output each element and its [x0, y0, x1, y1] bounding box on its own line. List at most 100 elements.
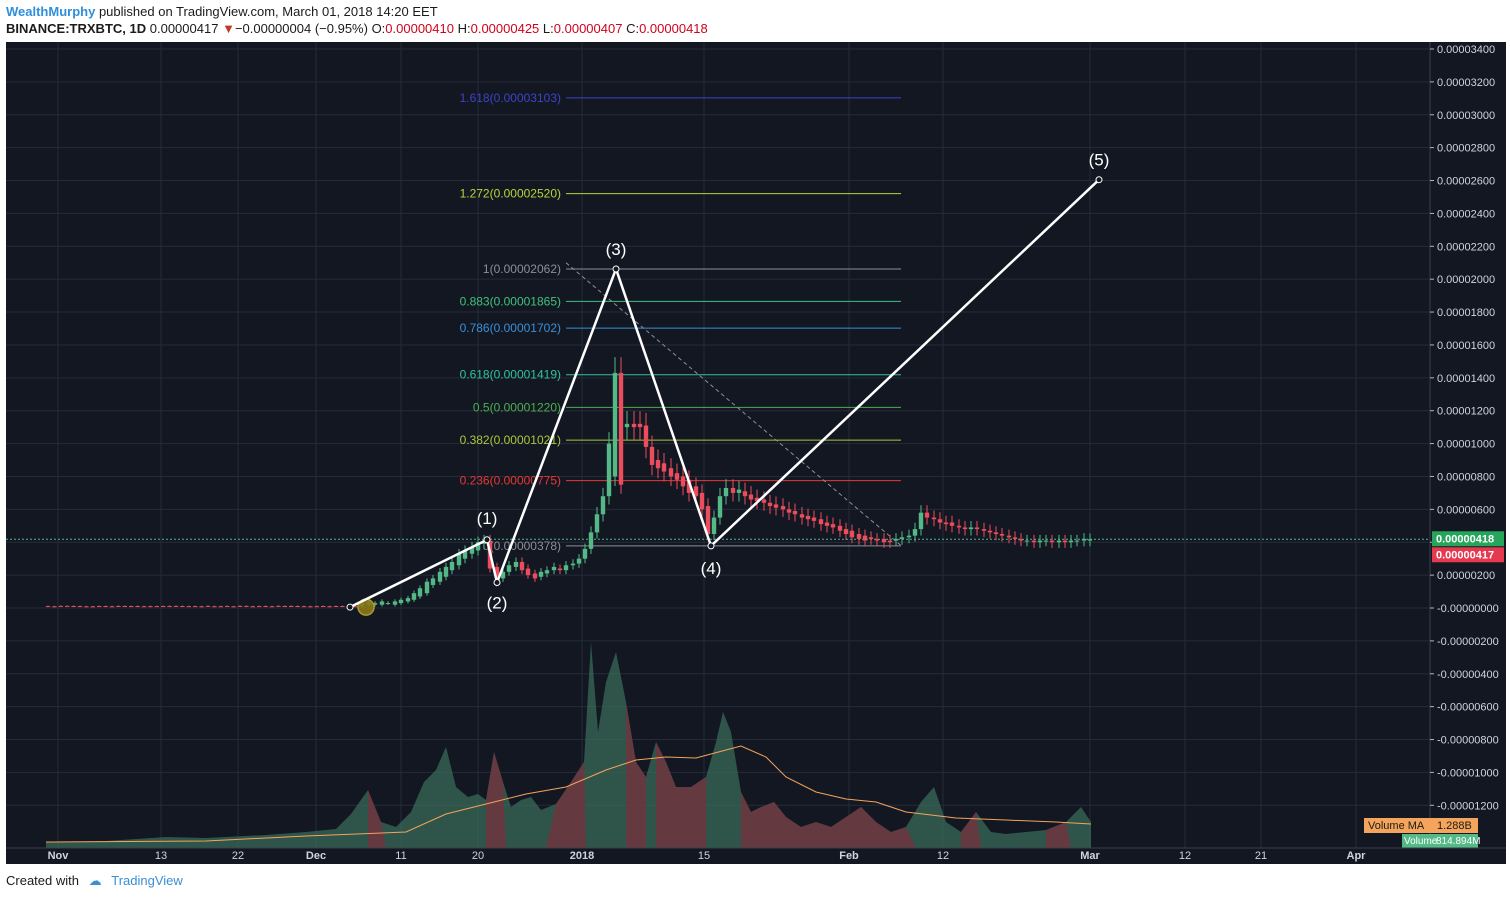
grid-lines	[6, 42, 1430, 848]
price-tick-label: 0.00000800	[1437, 471, 1495, 483]
price-axis[interactable]: 0.00003400 0.00003200 0.00003000 0.00002800…	[1364, 42, 1506, 864]
price-change: −0.00000004 (−0.95%)	[235, 21, 368, 36]
open-label: O:	[372, 21, 386, 36]
candle-body	[295, 606, 299, 607]
candle-body	[894, 539, 898, 541]
candle-body	[533, 573, 537, 578]
wave-point-handle	[613, 266, 619, 272]
candle-body	[831, 524, 835, 527]
price-tick-label: 0.00001000	[1437, 439, 1495, 451]
wave-label: (3)	[606, 240, 627, 259]
published-text: published on TradingView.com, March 01, …	[99, 4, 438, 19]
price-tick-label: -0.00000800	[1437, 735, 1499, 747]
price-tick-label: 0.00001800	[1437, 307, 1495, 319]
candle-body	[700, 493, 704, 509]
candle-body	[231, 606, 235, 607]
price-tick-label: -0.00001000	[1437, 767, 1499, 779]
candle-body	[539, 572, 543, 577]
price-tick-label: 0.00003400	[1437, 44, 1495, 56]
candle-body	[900, 537, 904, 539]
candle-body	[450, 562, 454, 570]
candle-body	[1050, 541, 1054, 543]
candle-body	[386, 603, 390, 604]
time-tick-label: Apr	[1347, 850, 1367, 862]
candle-body	[327, 606, 331, 607]
fib-level-label: 1(0.00002062)	[483, 262, 561, 276]
candle-body	[1044, 541, 1048, 542]
time-tick-label: 20	[472, 850, 484, 862]
candle-body	[71, 606, 75, 607]
candle-body	[850, 531, 854, 538]
candle-body	[321, 606, 325, 607]
candle-body	[675, 473, 679, 480]
chart-header: WealthMurphy published on TradingView.co…	[6, 3, 1506, 43]
author-link[interactable]: WealthMurphy	[6, 4, 95, 19]
candle-body	[638, 424, 642, 427]
candle-body	[425, 582, 429, 594]
candle-body	[888, 541, 892, 543]
candle-body	[925, 513, 929, 518]
time-tick-label: Feb	[839, 850, 859, 862]
fib-level-label: 0.236(0.00000775)	[460, 474, 561, 488]
candle-body	[800, 514, 804, 517]
candle-body	[749, 495, 753, 500]
last-price: 0.00000417	[150, 21, 219, 36]
fib-level-label: 0(0.00000378)	[483, 539, 561, 553]
candle-body	[938, 519, 942, 522]
price-tick-label: -0.00000000	[1437, 603, 1499, 615]
candle-body	[988, 531, 992, 533]
candle-body	[1075, 541, 1079, 542]
elliott-wave-line	[350, 180, 1099, 607]
candle-body	[632, 424, 636, 427]
close-label: C:	[626, 21, 639, 36]
candle-body	[1063, 541, 1067, 543]
candle-body	[283, 606, 287, 607]
candle-body	[656, 460, 660, 468]
candle-body	[315, 606, 319, 607]
fib-level-label: 1.272(0.00002520)	[460, 187, 561, 201]
candle-body	[768, 503, 772, 506]
candle-body	[564, 565, 568, 570]
volume-last-value: 814.894M	[1436, 836, 1480, 847]
price-tick-label: -0.00000600	[1437, 702, 1499, 714]
candle-body	[52, 606, 56, 607]
candle-body	[583, 549, 587, 559]
time-axis[interactable]: Nov 13 22 Dec 11 20 2018 15 Feb 12 Mar 12 21 Apr	[6, 848, 1506, 862]
candle-body	[1057, 541, 1061, 543]
candle-body	[308, 606, 312, 607]
chart-panel[interactable]: 1.618(0.00003103) 1.272(0.00002520) 1(0.00…	[6, 42, 1506, 864]
candle-body	[123, 606, 127, 607]
wave-point-handle	[708, 543, 714, 549]
candle-body	[380, 601, 384, 604]
price-tick-label: 0.00000600	[1437, 504, 1495, 516]
price-tick-label: 0.00001200	[1437, 406, 1495, 418]
candle-body	[289, 606, 293, 607]
price-tick-label: 0.00002000	[1437, 274, 1495, 286]
candle-body	[238, 606, 242, 607]
candle-body	[46, 606, 50, 607]
candle-body	[793, 511, 797, 514]
candle-body	[982, 529, 986, 531]
candle-body	[552, 567, 556, 570]
time-tick-label: Nov	[48, 850, 70, 862]
candle-body	[251, 606, 255, 607]
candle-body	[187, 606, 191, 607]
candle-body	[263, 606, 267, 607]
candle-body	[875, 539, 879, 541]
fib-extension[interactable]: 1.618(0.00003103) 1.272(0.00002520) 1(0.00…	[460, 91, 901, 553]
volume-last-label: Volume	[1404, 836, 1438, 847]
candle-body	[718, 496, 722, 517]
created-with-text: Created with	[6, 873, 79, 888]
price-chart[interactable]: 1.618(0.00003103) 1.272(0.00002520) 1(0.00…	[6, 42, 1506, 864]
fib-level-label: 1.618(0.00003103)	[460, 91, 561, 105]
candle-body	[963, 527, 967, 529]
price-tick-label: -0.00000400	[1437, 669, 1499, 681]
time-tick-label: 12	[937, 850, 949, 862]
candle-body	[257, 606, 261, 607]
candle-body	[774, 504, 778, 507]
wave-point-handle	[1096, 177, 1102, 183]
candle-body	[302, 606, 306, 607]
volume-down-fill	[626, 702, 646, 848]
tradingview-link[interactable]: TradingView	[111, 873, 183, 888]
fib-level-label: 0.883(0.00001865)	[460, 294, 561, 308]
